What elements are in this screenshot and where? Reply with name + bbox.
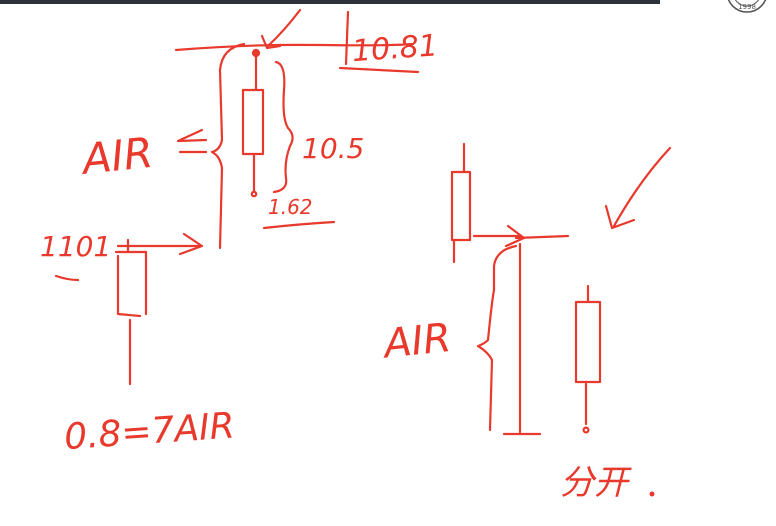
implies-arrow-air	[176, 128, 208, 154]
candle-left-body	[114, 250, 148, 318]
candle-left	[114, 238, 148, 386]
candle-middle	[450, 142, 472, 264]
bottom-formula-label: 0.8=7AIR	[63, 405, 236, 458]
air-left-label: AIR	[77, 128, 155, 184]
candle-upper	[241, 54, 265, 198]
han-chars-label: 分开	[560, 463, 632, 503]
top-value-box: 10.81	[338, 10, 439, 74]
left-arrow	[116, 232, 204, 256]
svg-text:1998: 1998	[738, 3, 756, 11]
air-middle-label: AIR	[379, 315, 453, 368]
big-left-brace	[210, 42, 246, 250]
middle-horizontal-line	[514, 234, 570, 240]
candle-upper-low-point	[250, 190, 258, 198]
left-value-label: 1101	[40, 230, 111, 263]
tall-bracket	[502, 242, 542, 436]
range-value-label: 10.5	[302, 132, 364, 165]
middle-arrow	[472, 224, 526, 248]
left-value-mark	[54, 274, 80, 282]
top-value-bracket	[338, 10, 420, 74]
top-arrow	[260, 8, 302, 50]
range-brace-right	[272, 60, 294, 194]
low-value-underline	[262, 220, 336, 230]
top-toolbar-bar	[0, 0, 660, 4]
institution-seal-logo: 1998	[727, 0, 767, 13]
top-horizontal-line-group	[174, 8, 414, 58]
candle-right	[574, 284, 602, 434]
right-arrow	[604, 146, 672, 230]
low-value-label: 1.62	[268, 195, 313, 219]
candle-middle-body	[450, 170, 472, 242]
candle-right-low-point	[582, 426, 590, 434]
trailing-dot	[649, 491, 655, 497]
top-value-label: 10.81	[351, 28, 439, 69]
middle-brace	[476, 244, 518, 432]
candle-upper-body	[241, 88, 265, 156]
top-horizontal-line	[174, 42, 414, 52]
candle-right-body	[574, 300, 602, 384]
